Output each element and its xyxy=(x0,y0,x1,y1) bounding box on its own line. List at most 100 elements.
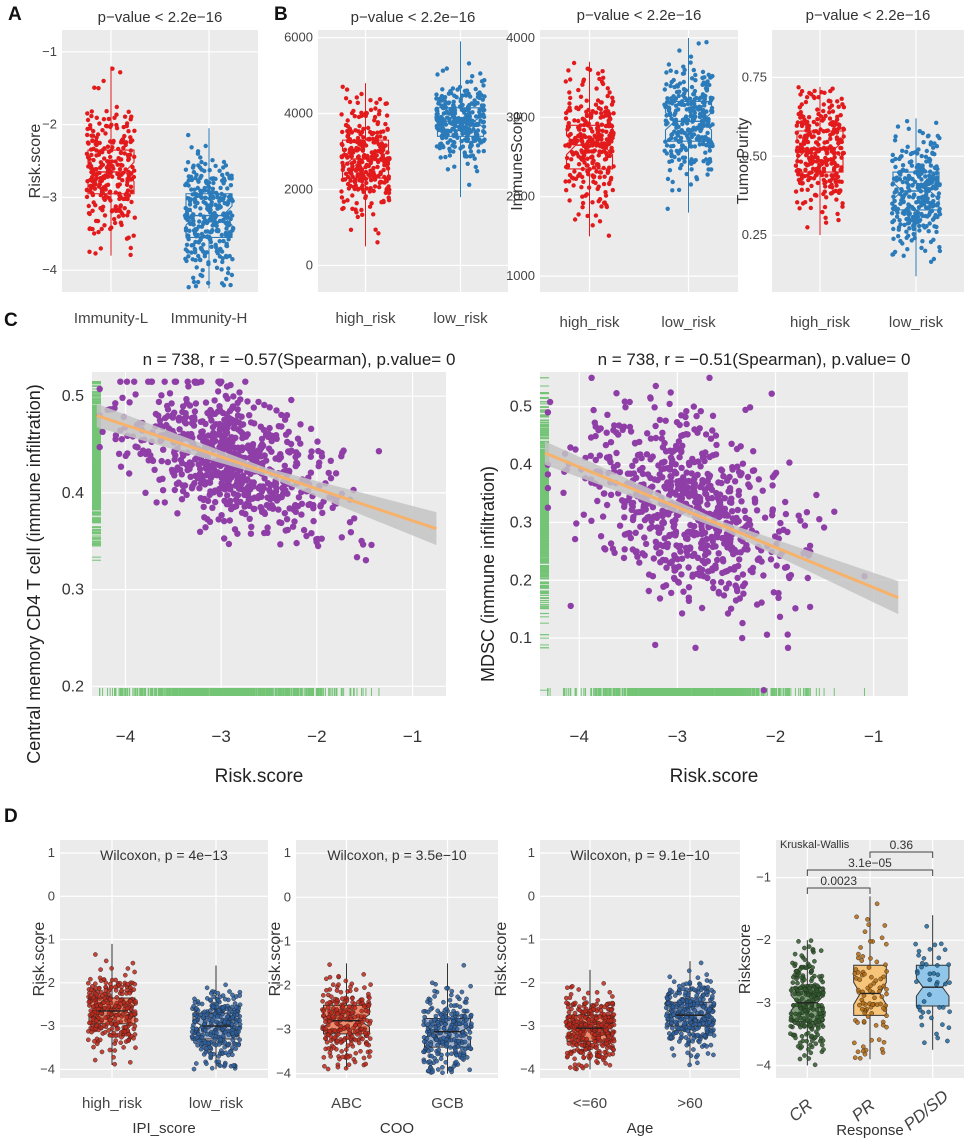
data-point xyxy=(306,500,314,508)
data-point xyxy=(567,198,572,203)
data-point xyxy=(563,79,568,84)
data-point xyxy=(697,114,703,120)
data-point xyxy=(94,142,99,147)
data-point xyxy=(98,246,104,251)
data-point xyxy=(86,203,92,209)
data-point xyxy=(833,188,838,194)
data-point xyxy=(187,202,193,207)
data-point xyxy=(385,156,390,161)
data-point xyxy=(910,183,915,188)
data-point xyxy=(211,432,218,439)
data-point xyxy=(307,453,314,460)
data-point xyxy=(482,94,487,99)
data-point xyxy=(705,172,710,177)
data-point xyxy=(934,224,939,230)
data-point xyxy=(300,526,308,534)
data-point xyxy=(564,155,570,161)
data-point xyxy=(919,211,924,217)
data-point xyxy=(602,200,607,205)
data-point xyxy=(610,95,615,101)
data-point xyxy=(803,99,809,105)
data-point xyxy=(827,116,833,121)
data-point xyxy=(375,130,380,135)
data-point xyxy=(227,253,232,259)
data-point xyxy=(352,180,358,185)
data-point xyxy=(106,116,112,122)
box xyxy=(87,149,135,195)
data-point xyxy=(821,116,826,122)
data-point xyxy=(226,517,233,524)
data-point xyxy=(221,535,228,542)
data-point xyxy=(597,149,602,154)
data-point xyxy=(682,155,688,160)
data-point xyxy=(593,102,599,107)
data-point xyxy=(125,188,131,193)
data-point xyxy=(355,214,360,220)
data-point xyxy=(101,196,107,201)
data-point xyxy=(197,219,202,224)
data-point xyxy=(567,90,572,95)
data-point xyxy=(207,217,212,222)
data-point xyxy=(194,265,199,270)
data-point xyxy=(201,242,206,247)
data-point xyxy=(809,161,814,166)
data-point xyxy=(580,150,585,155)
data-point xyxy=(599,136,604,142)
data-point xyxy=(92,85,97,90)
data-point xyxy=(835,211,840,217)
data-point xyxy=(226,477,233,484)
data-point xyxy=(181,418,188,426)
data-point xyxy=(118,208,123,214)
data-point xyxy=(444,109,449,114)
data-point xyxy=(597,175,602,180)
data-point xyxy=(230,213,235,218)
data-point xyxy=(464,126,470,131)
data-point xyxy=(828,191,834,196)
data-point xyxy=(168,466,176,474)
data-point xyxy=(798,92,803,97)
data-point xyxy=(244,431,251,438)
data-point xyxy=(606,120,612,126)
x-tick-label: low_risk xyxy=(433,310,488,327)
data-point xyxy=(249,447,256,454)
data-point xyxy=(172,378,180,385)
data-point xyxy=(564,188,569,193)
data-point xyxy=(569,175,575,180)
data-point xyxy=(189,250,194,255)
data-point xyxy=(812,192,818,198)
data-point xyxy=(911,231,916,237)
data-point xyxy=(186,402,194,409)
data-point xyxy=(221,238,226,244)
data-point xyxy=(196,240,201,245)
data-point xyxy=(371,165,376,171)
data-point xyxy=(465,79,470,85)
data-point xyxy=(196,179,201,184)
data-point xyxy=(710,73,715,79)
data-point xyxy=(590,154,595,159)
data-point xyxy=(821,108,826,114)
data-point xyxy=(895,206,901,212)
y-axis-label: Risk.score xyxy=(27,124,44,199)
data-point xyxy=(204,178,209,184)
data-point xyxy=(198,155,203,160)
data-point xyxy=(339,195,345,200)
data-point xyxy=(689,84,695,90)
data-point xyxy=(100,188,105,194)
data-point xyxy=(579,185,584,190)
data-point xyxy=(234,492,242,499)
data-point xyxy=(381,198,386,204)
data-point xyxy=(665,120,670,126)
data-point xyxy=(694,175,699,180)
data-point xyxy=(359,91,364,97)
data-point xyxy=(689,161,694,166)
data-point xyxy=(210,186,216,191)
data-point xyxy=(272,480,280,487)
data-point xyxy=(114,104,120,110)
data-point xyxy=(572,217,578,222)
data-point xyxy=(191,222,196,227)
data-point xyxy=(292,453,299,461)
data-point xyxy=(220,259,225,265)
data-point xyxy=(829,145,834,150)
data-point xyxy=(342,147,348,152)
data-point xyxy=(898,222,903,227)
